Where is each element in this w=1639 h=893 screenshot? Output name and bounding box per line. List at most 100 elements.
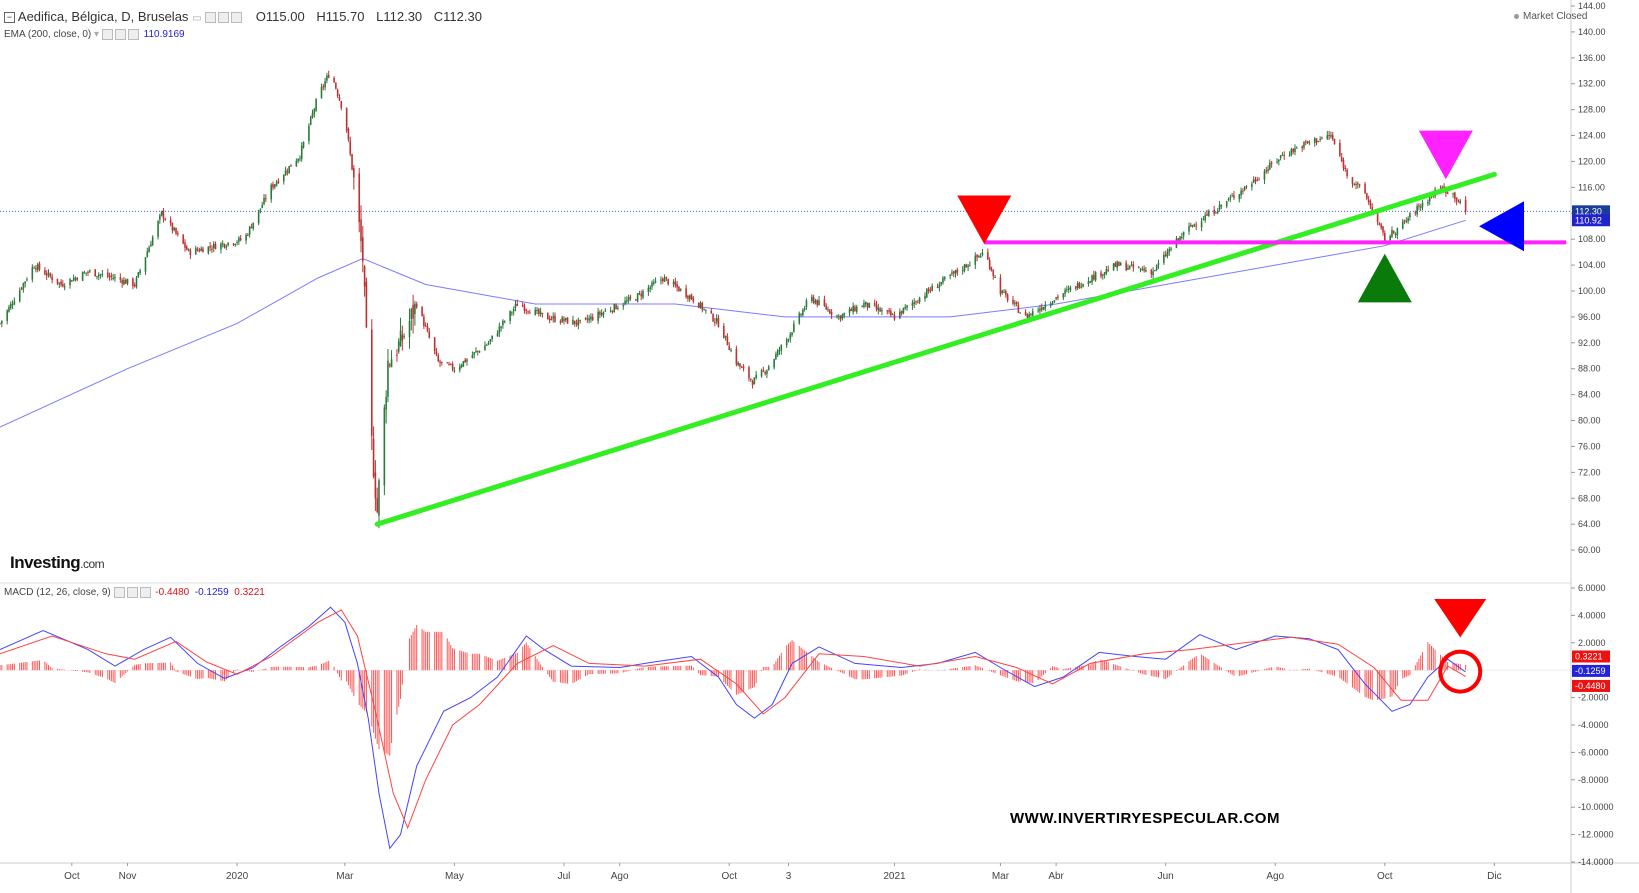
candle-body	[811, 296, 813, 302]
candle-body	[541, 313, 544, 315]
candle-body	[383, 407, 386, 486]
candle-body	[1019, 312, 1021, 314]
candle-body	[221, 243, 224, 245]
candle-body	[1125, 262, 1127, 271]
candle-body	[685, 288, 687, 297]
candle-body	[915, 301, 917, 303]
candle-body	[956, 269, 959, 273]
candle-body	[1443, 186, 1445, 189]
candle-body	[888, 310, 890, 312]
settings-icon[interactable]	[114, 29, 126, 40]
candle-body	[787, 339, 790, 341]
candle-body	[169, 219, 172, 224]
settings-icon[interactable]	[126, 587, 138, 598]
candle-body	[390, 359, 393, 368]
macd-legend[interactable]: MACD (12, 26, close, 9) -0.4480 -0.1259 …	[4, 587, 265, 598]
candle-body	[164, 218, 167, 221]
candle-body	[1082, 283, 1084, 287]
candle-body	[200, 248, 202, 251]
candle-body	[500, 326, 502, 328]
candle-body	[1094, 272, 1097, 281]
candle-body	[1292, 148, 1294, 152]
candle-body	[1457, 201, 1460, 203]
price-tick-label: 144.00	[1578, 1, 1606, 11]
candle-body	[1238, 194, 1241, 200]
candle-body	[1315, 138, 1318, 143]
candle-body	[864, 301, 867, 305]
macd-hist-badge: 0.3221	[1575, 652, 1603, 662]
candle-body	[232, 243, 235, 245]
candle-body	[1331, 135, 1334, 140]
candle-body	[737, 362, 739, 366]
candle-body	[559, 321, 562, 323]
low-value: L112.30	[376, 9, 423, 24]
candle-body	[1279, 155, 1282, 159]
macd-tick-label: 2.0000	[1578, 638, 1606, 648]
candle-body	[591, 316, 594, 320]
candle-body	[207, 246, 210, 254]
ema-200-path	[0, 219, 1466, 428]
ema-legend[interactable]: EMA (200, close, 0) ▾ 110.9169	[4, 29, 185, 40]
price-tick-label: 128.00	[1578, 105, 1606, 115]
candle-body	[1024, 312, 1027, 315]
price-tick-label: 100.00	[1578, 286, 1606, 296]
candle-body	[1243, 186, 1246, 190]
candle-body	[600, 313, 603, 316]
candle-body	[146, 251, 149, 258]
candle-body	[1067, 288, 1070, 290]
candle-body	[475, 351, 477, 353]
close-icon[interactable]	[139, 587, 151, 598]
eye-icon[interactable]	[113, 587, 125, 598]
candle-body	[1330, 135, 1332, 137]
candle-body	[60, 281, 62, 285]
candle-body	[1053, 300, 1056, 303]
candle-body	[308, 125, 310, 142]
eye-icon[interactable]	[101, 29, 113, 40]
eye-icon[interactable]	[205, 12, 217, 24]
candle-body	[58, 282, 61, 284]
candle-body	[534, 309, 537, 315]
candle-body	[187, 249, 190, 251]
candle-body	[175, 227, 177, 234]
candle-body	[1251, 183, 1253, 188]
candle-body	[539, 311, 542, 315]
candle-body	[1177, 238, 1180, 241]
chevron-down-icon[interactable]: ▾	[94, 29, 100, 41]
candle-body	[1254, 178, 1257, 182]
market-status: Market Closed	[1514, 11, 1587, 22]
candle-body	[313, 109, 316, 114]
candle-body	[387, 360, 389, 397]
candle-body	[1231, 195, 1233, 197]
minus-square-icon[interactable]: −	[4, 12, 15, 24]
candle-body	[11, 304, 14, 306]
close-icon[interactable]	[231, 12, 243, 24]
macd-signal-badge-bg	[1572, 664, 1610, 677]
candle-body	[836, 315, 838, 317]
candle-body	[460, 365, 463, 368]
close-icon[interactable]	[127, 29, 139, 40]
settings-icon[interactable]	[218, 12, 230, 24]
candle-body	[1306, 141, 1309, 143]
candle-body	[286, 171, 289, 173]
candle-body	[1258, 179, 1260, 181]
candle-body	[938, 284, 941, 288]
candle-body	[1116, 261, 1118, 269]
ema-value: 110.9169	[143, 29, 185, 41]
candle-body	[699, 302, 702, 308]
candle-body	[62, 283, 64, 287]
candle-body	[282, 175, 285, 182]
candle-body	[106, 272, 109, 277]
candle-body	[735, 348, 738, 365]
ema-price-badge-bg	[1572, 214, 1610, 227]
candle-body	[679, 288, 682, 291]
symbol-settings-icon[interactable]: ▭	[192, 13, 202, 24]
candle-body	[349, 140, 352, 155]
candle-body	[663, 277, 666, 282]
candle-body	[1157, 263, 1160, 265]
candle-body	[94, 269, 96, 277]
candle-body	[688, 295, 691, 300]
candle-body	[426, 326, 429, 331]
candle-body	[755, 374, 757, 378]
candle-body	[1204, 215, 1206, 221]
